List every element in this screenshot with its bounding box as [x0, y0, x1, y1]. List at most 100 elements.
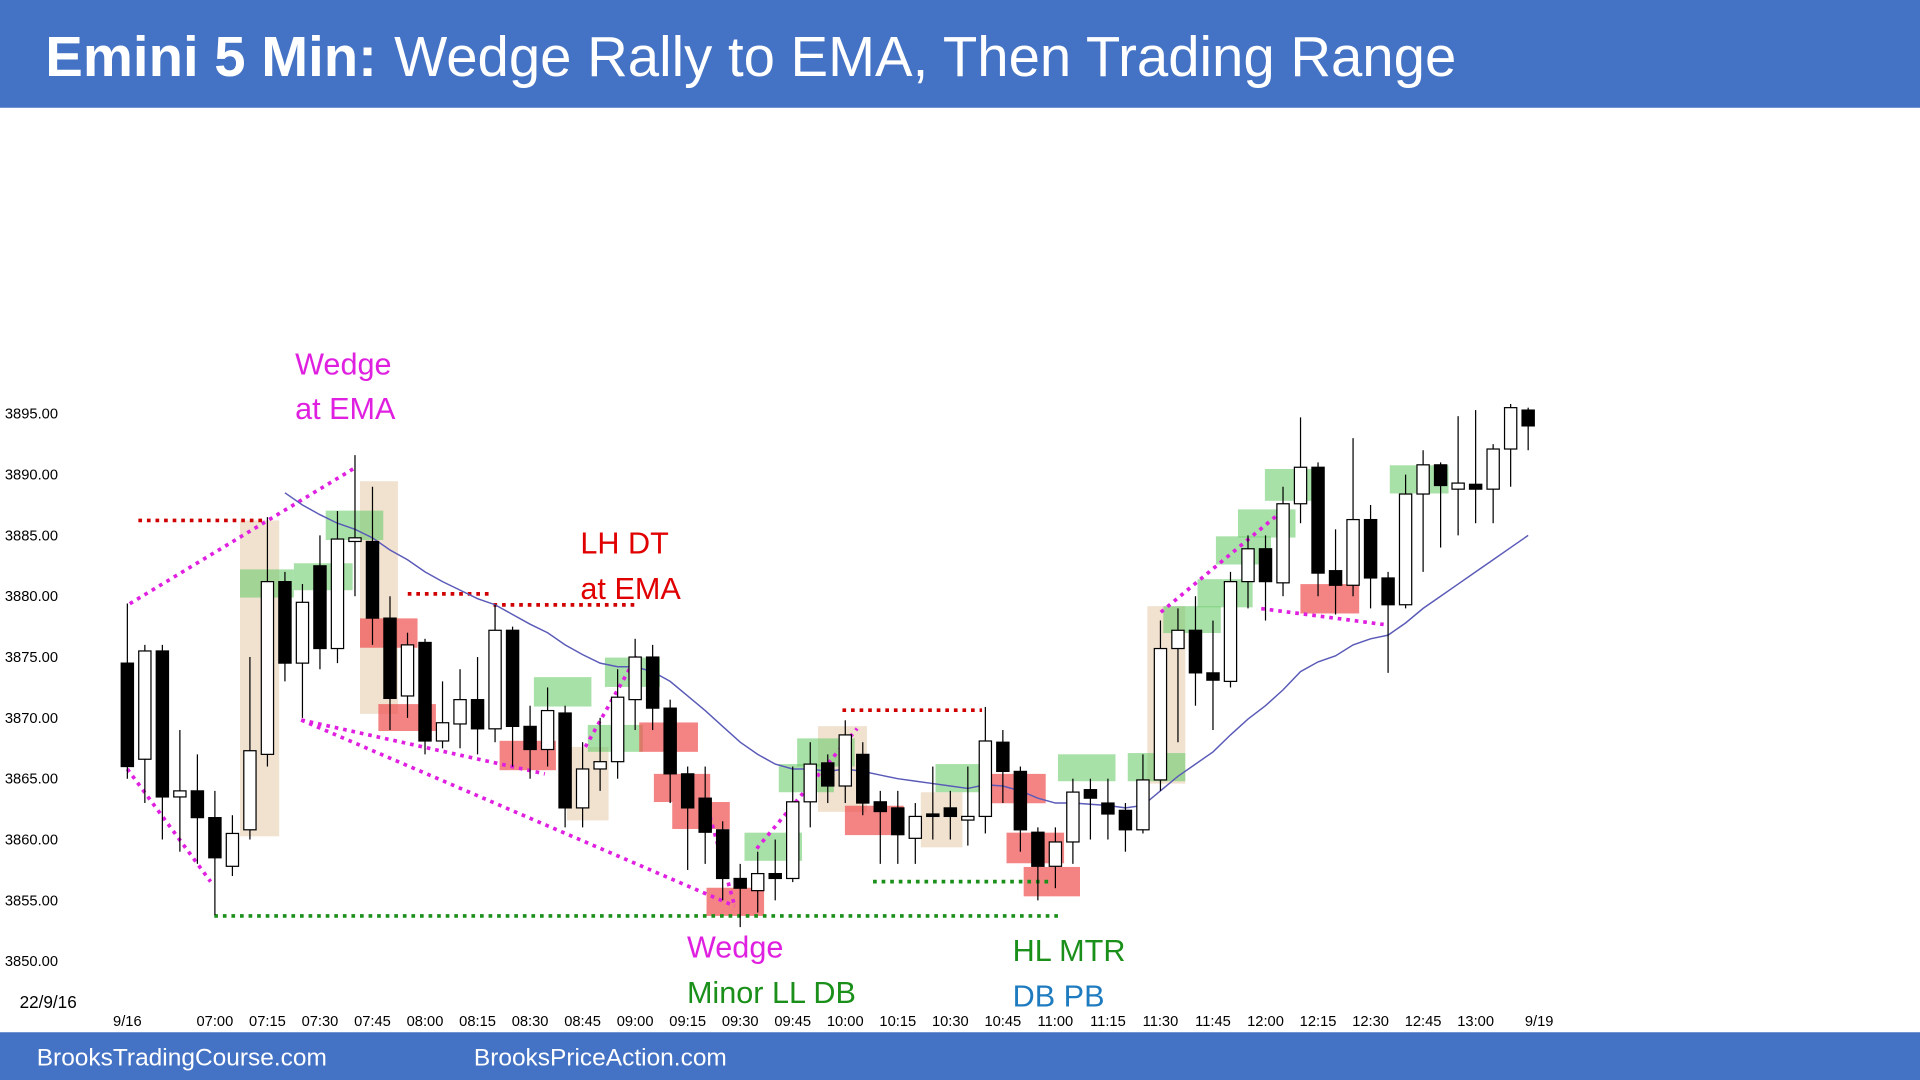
x-tick-label: 12:30 — [1352, 1014, 1389, 1030]
candle-body — [645, 656, 660, 709]
candle-body — [488, 629, 502, 730]
highlight-box — [1163, 606, 1221, 634]
candle-body — [733, 877, 747, 889]
x-tick-label: 11:00 — [1038, 1014, 1074, 1030]
wedge-line — [300, 718, 736, 908]
candle-body — [435, 722, 450, 742]
candle-body — [1311, 466, 1325, 574]
x-tick-label: 13:00 — [1457, 1014, 1494, 1030]
candle-body — [1066, 791, 1080, 843]
candle-body — [680, 773, 695, 809]
candle-body — [120, 662, 135, 768]
candle-body — [856, 753, 870, 804]
candle-body — [1433, 464, 1448, 487]
candle-body — [750, 872, 765, 892]
highlight-box — [920, 792, 963, 848]
candle-body — [996, 741, 1010, 773]
candle-body — [540, 709, 555, 751]
candle-body — [173, 790, 187, 798]
candle-body — [348, 537, 362, 543]
candle-body — [1153, 647, 1168, 781]
y-tick-label: 3880.00 — [5, 589, 58, 605]
x-tick-label: 08:15 — [459, 1014, 496, 1030]
candle-body — [558, 712, 572, 809]
wedge-line — [1159, 506, 1287, 614]
x-tick-label: 11:45 — [1195, 1014, 1231, 1030]
candle-body — [698, 797, 712, 833]
candle-body — [663, 707, 677, 775]
x-tick-label: 08:00 — [407, 1014, 444, 1030]
x-tick-label: 12:45 — [1405, 1014, 1442, 1030]
annotation: Minor LL DB — [687, 976, 856, 1010]
y-tick-label: 3875.00 — [5, 650, 58, 666]
candle-body — [628, 656, 642, 701]
candle-body — [1503, 407, 1518, 450]
candle-body — [1013, 770, 1028, 831]
candle-body — [1398, 493, 1413, 606]
y-tick-label: 3850.00 — [5, 954, 58, 970]
candle-body — [208, 817, 222, 859]
annotation: Wedge — [687, 931, 783, 965]
header-band — [0, 0, 1920, 108]
candle-body — [313, 565, 327, 650]
candle-body — [1136, 779, 1150, 831]
x-tick-label: 09:15 — [669, 1014, 706, 1030]
candle-body — [225, 832, 240, 867]
x-tick-label: 08:30 — [512, 1014, 549, 1030]
candle-body — [1118, 809, 1133, 831]
candle-body — [715, 829, 730, 880]
x-tick-label: 07:15 — [249, 1014, 286, 1030]
y-tick-label: 3870.00 — [5, 711, 58, 727]
annotation: at EMA — [295, 392, 396, 426]
candle-body — [926, 813, 940, 818]
candle-body — [278, 581, 292, 664]
footer-link: BrooksPriceAction.com — [474, 1044, 727, 1071]
candle-body — [1188, 629, 1203, 674]
title-rest: Wedge Rally to EMA, Then Trading Range — [394, 25, 1456, 88]
candle-body — [943, 807, 958, 818]
annotation: at EMA — [580, 572, 681, 606]
x-tick-label: 11:15 — [1090, 1014, 1126, 1030]
candle-body — [873, 801, 888, 813]
date-label: 22/9/16 — [20, 992, 77, 1012]
candle-body — [803, 763, 817, 803]
candle-body — [891, 807, 905, 836]
footer-band — [0, 1032, 1920, 1080]
x-tick-label: 09:45 — [774, 1014, 811, 1030]
wedge-line — [300, 718, 546, 776]
candle-body — [1241, 548, 1255, 583]
candle-body — [786, 801, 800, 880]
candle-body — [1293, 466, 1308, 505]
x-tick-label: 07:30 — [302, 1014, 339, 1030]
candle-body — [1363, 518, 1378, 579]
x-tick-label: 10:15 — [879, 1014, 916, 1030]
highlight-box — [533, 677, 592, 707]
plot-layer: 3850.00 3855.00 3860.00 3865.00 3870.00 3875.… — [5, 404, 1535, 1030]
chart-title: Emini 5 Min: Wedge Rally to EMA, Then Tra… — [45, 25, 1456, 88]
annotation: HL MTR — [1013, 934, 1126, 968]
candle-body — [1468, 483, 1483, 490]
candle-body — [138, 650, 152, 760]
candle-body — [1451, 482, 1465, 490]
annotation: LH DT — [580, 526, 668, 560]
candle-body — [470, 699, 485, 730]
candle-body — [768, 872, 782, 880]
candle-body — [1083, 789, 1098, 799]
annotation: Wedge — [295, 348, 391, 382]
candle-body — [330, 538, 345, 650]
candle-body — [1416, 464, 1430, 495]
candle-body — [243, 750, 257, 831]
x-tick-label: 12:00 — [1247, 1014, 1284, 1030]
candle-body — [383, 617, 397, 700]
candle-body — [1346, 518, 1360, 586]
y-tick-label: 3895.00 — [5, 407, 58, 423]
candle-body — [155, 650, 170, 798]
candle-body — [1171, 629, 1185, 650]
candle-body — [453, 699, 467, 725]
candle-body — [821, 762, 835, 787]
y-tick-label: 3865.00 — [5, 772, 58, 788]
highlight-box — [1300, 584, 1360, 614]
y-tick-label: 3855.00 — [5, 893, 58, 909]
